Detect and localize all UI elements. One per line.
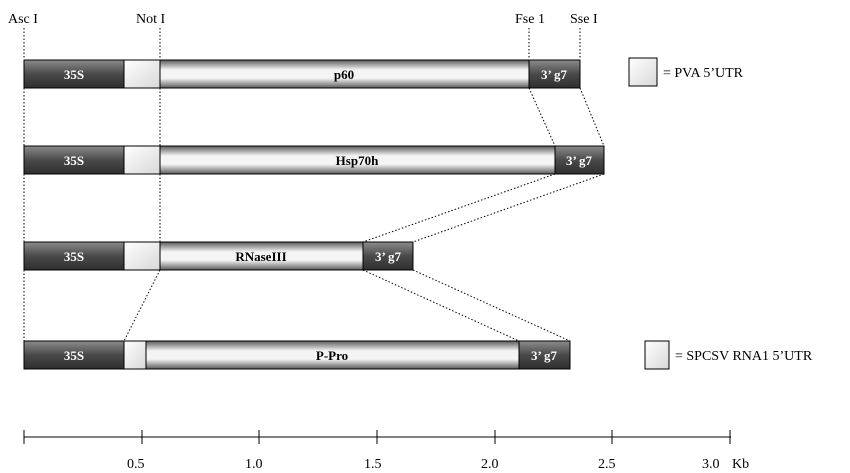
terminator-box-3 (362, 241, 414, 271)
gene-label-2: Hsp70h (336, 153, 379, 168)
legend-label-spcsv: = SPCSV RNA1 5’UTR (675, 349, 813, 364)
construct-rnaseiii: 35S RNaseIII 3’ g7 (23, 241, 414, 271)
scale-tick-label-2.5: 2.5 (598, 457, 616, 472)
utr-box-3 (123, 241, 161, 271)
terminator-box-4 (518, 340, 571, 370)
terminator-label-2: 3’ g7 (566, 153, 593, 168)
scale-tick-label-0.5: 0.5 (127, 457, 145, 472)
terminator-label-4: 3’ g7 (531, 348, 558, 363)
promoter-35s-3 (23, 241, 125, 271)
gene-label-4: P-Pro (316, 348, 348, 363)
legend-swatch-spcsv (644, 340, 670, 370)
scale-tick-label-1.5: 1.5 (364, 457, 382, 472)
promoter-35s-2 (23, 145, 125, 175)
construct-p-pro: 35S P-Pro 3’ g7 (23, 340, 571, 370)
terminator-box-2 (554, 145, 605, 175)
construct-hsp70h: 35S Hsp70h 3’ g7 (23, 145, 605, 175)
legend-label-pva: = PVA 5’UTR (663, 66, 744, 81)
utr-box-4 (123, 340, 147, 370)
site-label-sse: Sse I (570, 12, 598, 27)
gene-label-3: RNaseIII (235, 249, 286, 264)
promoter-label-2: 35S (64, 153, 84, 168)
gene-label-1: p60 (334, 67, 354, 82)
promoter-label-1: 35S (64, 67, 84, 82)
terminator-label-1: 3’ g7 (541, 67, 568, 82)
gene-box-1 (159, 59, 530, 89)
utr-box-1 (123, 59, 161, 89)
promoter-35s-4 (23, 340, 125, 370)
promoter-label-3: 35S (64, 249, 84, 264)
connector-lines (23, 87, 605, 342)
site-label-fse: Fse 1 (515, 12, 545, 27)
legend-swatch-pva (628, 57, 658, 87)
utr-box-2 (123, 145, 161, 175)
legend: = PVA 5’UTR = SPCSV RNA1 5’UTR (628, 57, 813, 370)
scale-tick-label-1.0: 1.0 (245, 457, 263, 472)
scale-axis: 0.5 1.0 1.5 2.0 2.5 3.0 Kb (23, 430, 749, 472)
site-label-not: Not I (136, 12, 166, 27)
scale-tick-label-2.0: 2.0 (481, 457, 499, 472)
terminator-box-1 (528, 59, 581, 89)
scale-tick-label-3.0: 3.0 (702, 457, 720, 472)
gene-box-2 (159, 145, 556, 175)
construct-p60: 35S p60 3’ g7 (23, 59, 581, 89)
scale-unit-label: Kb (732, 457, 749, 472)
promoter-label-4: 35S (64, 348, 84, 363)
site-label-asc: Asc I (8, 12, 38, 27)
terminator-label-3: 3’ g7 (375, 249, 402, 264)
